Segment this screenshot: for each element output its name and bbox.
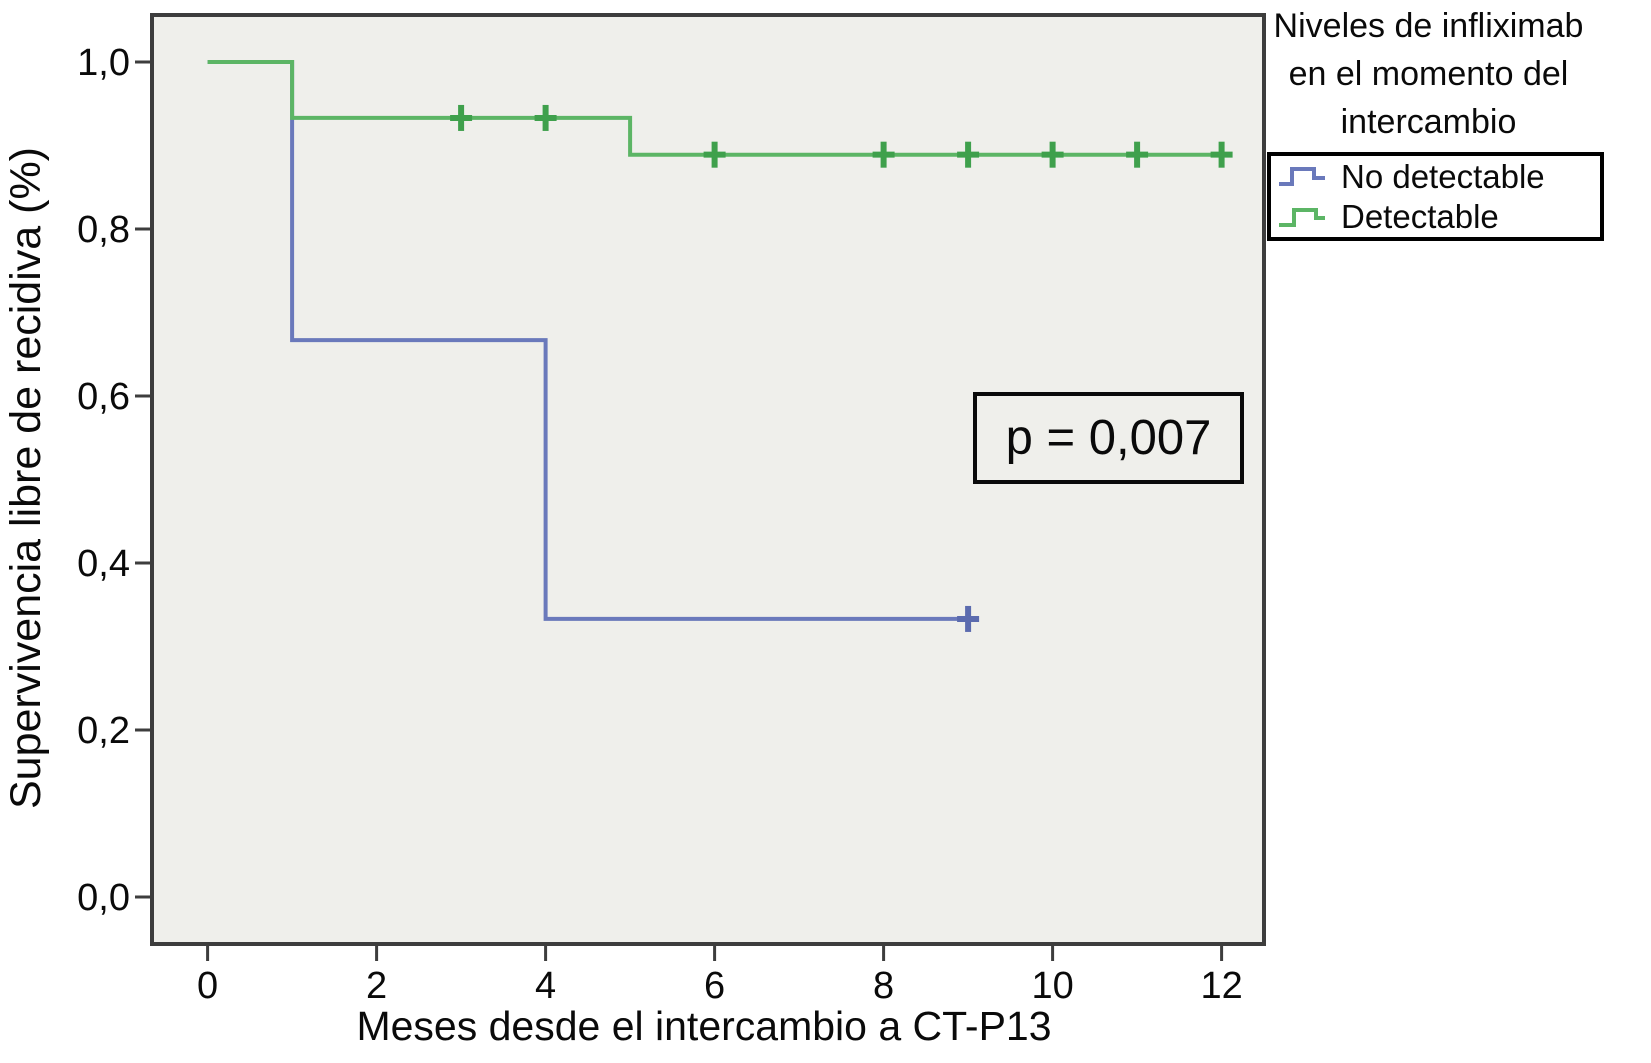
y-axis-title: Supervivencia libre de recidiva (%) [2, 147, 50, 810]
y-tick-label: 0,2 [77, 710, 130, 752]
legend-title-line-3: intercambio [1340, 103, 1517, 141]
legend-title-line-1: Niveles de infliximab [1273, 7, 1584, 45]
x-tick-label: 0 [197, 965, 218, 1007]
y-tick-label: 0,8 [77, 209, 130, 251]
legend-title-line-2: en el momento del [1288, 55, 1569, 93]
legend-item-detectable: Detectable [1277, 197, 1600, 237]
x-tick-label: 12 [1200, 965, 1242, 1007]
p-value-box: p = 0,007 [973, 392, 1244, 484]
x-tick-label: 2 [366, 965, 387, 1007]
step-line-icon [1279, 207, 1325, 227]
y-tick-label: 0,0 [77, 877, 130, 919]
x-axis-title: Meses desde el intercambio a CT-P13 [356, 1003, 1052, 1049]
legend-title: Niveles de infliximab en el momento del … [1206, 2, 1651, 146]
y-tick-label: 1,0 [77, 42, 130, 84]
legend-item-no-detectable: No detectable [1277, 157, 1600, 197]
p-value-label: p = 0,007 [1005, 411, 1212, 465]
x-tick-label: 8 [873, 965, 894, 1007]
plot-frame [150, 13, 1266, 946]
step-line-icon [1279, 166, 1325, 186]
legend-box: No detectable Detectable [1267, 152, 1604, 241]
legend-item-label: Detectable [1341, 197, 1499, 235]
y-tick-label: 0,6 [77, 376, 130, 418]
x-tick-label: 4 [535, 965, 556, 1007]
x-tick-label: 10 [1031, 965, 1073, 1007]
y-tick-label: 0,4 [77, 543, 130, 585]
x-tick-label: 6 [704, 965, 725, 1007]
legend-item-label: No detectable [1341, 157, 1545, 195]
legend: Niveles de infliximab en el momento del … [1206, 2, 1651, 241]
